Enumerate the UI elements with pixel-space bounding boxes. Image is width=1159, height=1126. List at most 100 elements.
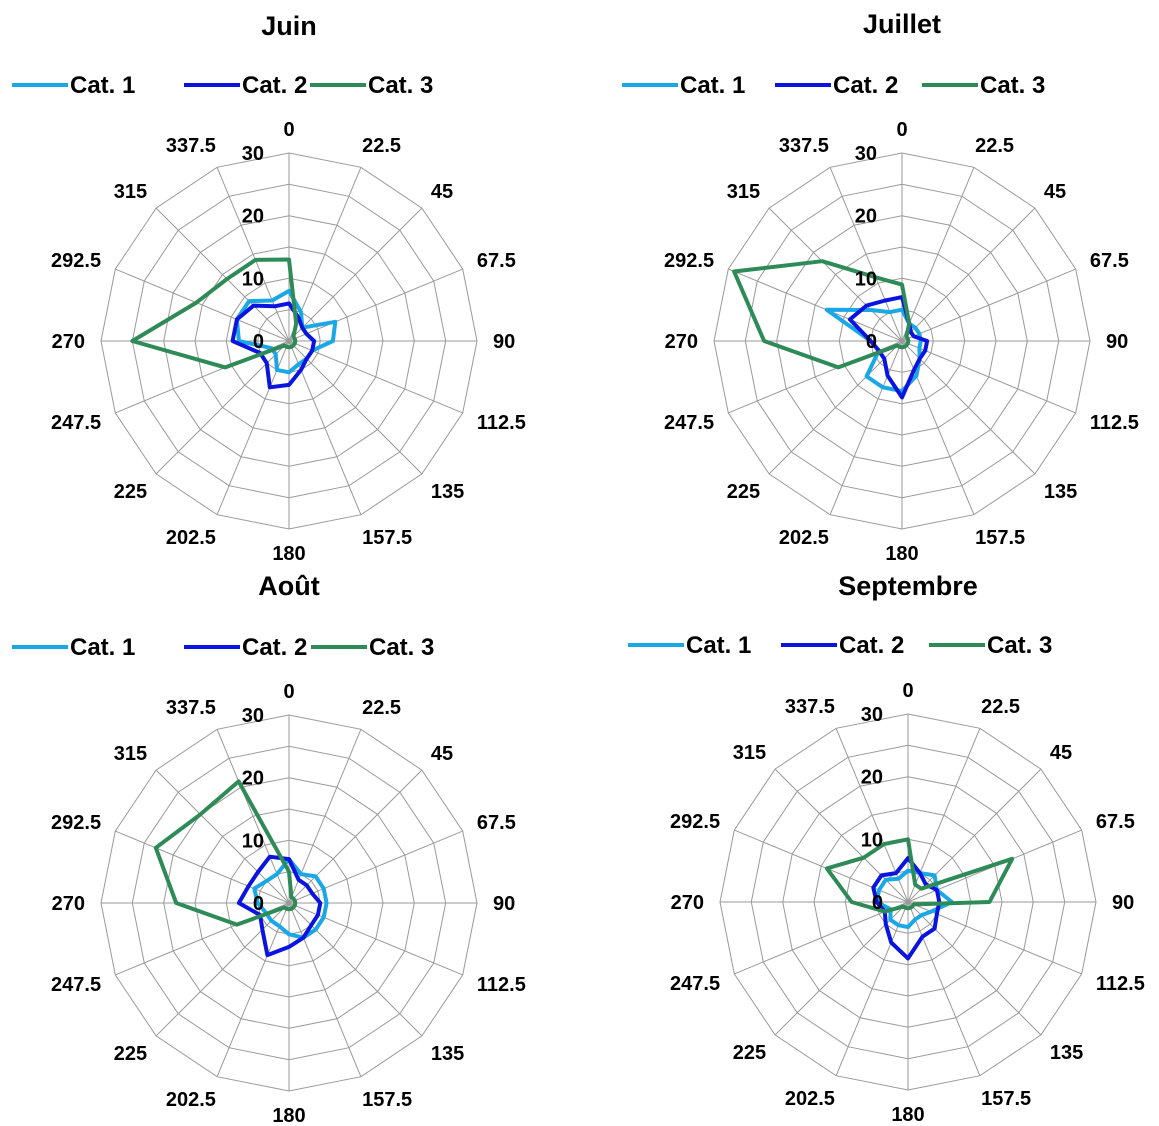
grid-spoke [901,268,1076,342]
category-label: 292.5 [51,812,101,834]
radial-tick-label: 10 [242,830,264,852]
legend-label: Cat. 3 [369,634,434,661]
series-line [130,257,299,370]
legend-item: Cat. 3 [929,632,1052,659]
grid-spoke [216,167,290,342]
category-label: 90 [1112,892,1134,914]
radar-chart-svg: Septembre Cat. 1 Cat. 2 Cat. 3 0 10 20 30 0 22.5 4… [628,571,1145,1126]
category-label: 157.5 [362,527,412,549]
legend-label: Cat. 2 [242,72,307,99]
grid-spoke [288,340,423,475]
category-label: 135 [431,481,464,503]
radial-tick-label: 20 [861,767,883,789]
category-label: 135 [1044,481,1077,503]
chart-title: Septembre [838,571,978,601]
category-label: 247.5 [51,412,101,434]
category-label: 67.5 [1096,811,1135,833]
category-label: 202.5 [785,1088,835,1110]
grid-spoke [288,340,362,515]
category-label: 22.5 [975,135,1014,157]
category-label: 247.5 [670,973,720,995]
category-label: 45 [1044,181,1066,203]
series-line [871,856,942,961]
legend-item: Cat. 3 [922,72,1045,99]
series-line [234,288,338,375]
category-label: 225 [114,1043,147,1065]
legend-label: Cat. 2 [833,72,898,99]
legend-label: Cat. 1 [686,632,751,659]
category-label: 67.5 [477,812,516,834]
category-label: 22.5 [981,696,1020,718]
category-label: 45 [431,743,453,765]
category-label: 67.5 [477,250,516,272]
grid-spoke [216,902,290,1077]
category-label: 112.5 [1090,412,1139,434]
grid-spoke [774,901,909,1036]
category-label: 247.5 [664,412,714,434]
radar-panel-2: Juillet Cat. 1 Cat. 2 Cat. 3 0 10 20 30 0 22.5 45 6… [580,0,1159,565]
category-label: 135 [431,1043,464,1065]
category-label: 0 [896,119,907,141]
grid-spoke [288,729,362,904]
series-line [824,837,1015,914]
category-label: 270 [671,892,704,914]
grid-spoke [907,728,981,903]
grid-spoke [288,830,463,904]
category-label: 247.5 [51,974,101,996]
category-label: 0 [283,119,294,141]
series-line [847,295,930,400]
category-label: 45 [1050,742,1072,764]
category-label: 90 [493,331,515,353]
category-label: 337.5 [785,696,835,718]
radial-tick-label: 10 [855,268,877,290]
grid-spoke [288,769,423,904]
series-line [230,301,317,390]
chart-title: Juillet [863,9,941,39]
chart-title: Août [258,571,319,601]
category-label: 315 [114,181,147,203]
category-label: 112.5 [477,974,526,996]
radial-tick-label: 30 [861,704,883,726]
grid-spoke [288,340,463,414]
grid-spoke [288,268,463,342]
legend-label: Cat. 1 [70,634,135,661]
legend-item: Cat. 1 [628,632,751,659]
legend-label: Cat. 1 [70,72,135,99]
category-label: 225 [114,481,147,503]
radar-panel-3: Août Cat. 1 Cat. 2 Cat. 3 0 10 20 30 0 22.5 45 67.5… [0,563,580,1126]
series-line [153,779,298,927]
grid-spoke [901,340,1076,414]
category-label: 0 [283,681,294,703]
category-label: 180 [272,1105,305,1126]
category-label: 337.5 [166,697,216,719]
grid-spoke [829,167,903,342]
category-label: 225 [727,481,760,503]
category-label: 22.5 [362,697,401,719]
grid-spoke [288,902,463,976]
category-label: 270 [52,331,85,353]
category-label: 157.5 [981,1088,1031,1110]
series-line [252,857,329,940]
grid-spoke [728,268,903,342]
radial-tick-label: 0 [872,892,883,914]
grid-spoke [907,901,981,1076]
category-label: 225 [733,1042,766,1064]
legend-label: Cat. 3 [368,72,433,99]
grid-spoke [901,207,1036,342]
grid-spoke [768,340,903,475]
category-label: 67.5 [1090,250,1129,272]
category-label: 45 [431,181,453,203]
category-label: 135 [1050,1042,1083,1064]
grid-spoke [155,902,290,1037]
grid-spoke [288,207,423,342]
category-label: 337.5 [166,135,216,157]
grid-spoke [901,340,975,515]
grid-spoke [115,830,290,904]
category-label: 90 [493,893,515,915]
legend-item: Cat. 1 [12,634,135,661]
radar-chart-svg: Juin Cat. 1 Cat. 2 Cat. 3 0 10 20 30 0 22.5 45 67.5… [12,11,526,565]
legend-label: Cat. 2 [242,634,307,661]
radial-tick-label: 20 [855,206,877,228]
grid-spoke [288,902,423,1037]
